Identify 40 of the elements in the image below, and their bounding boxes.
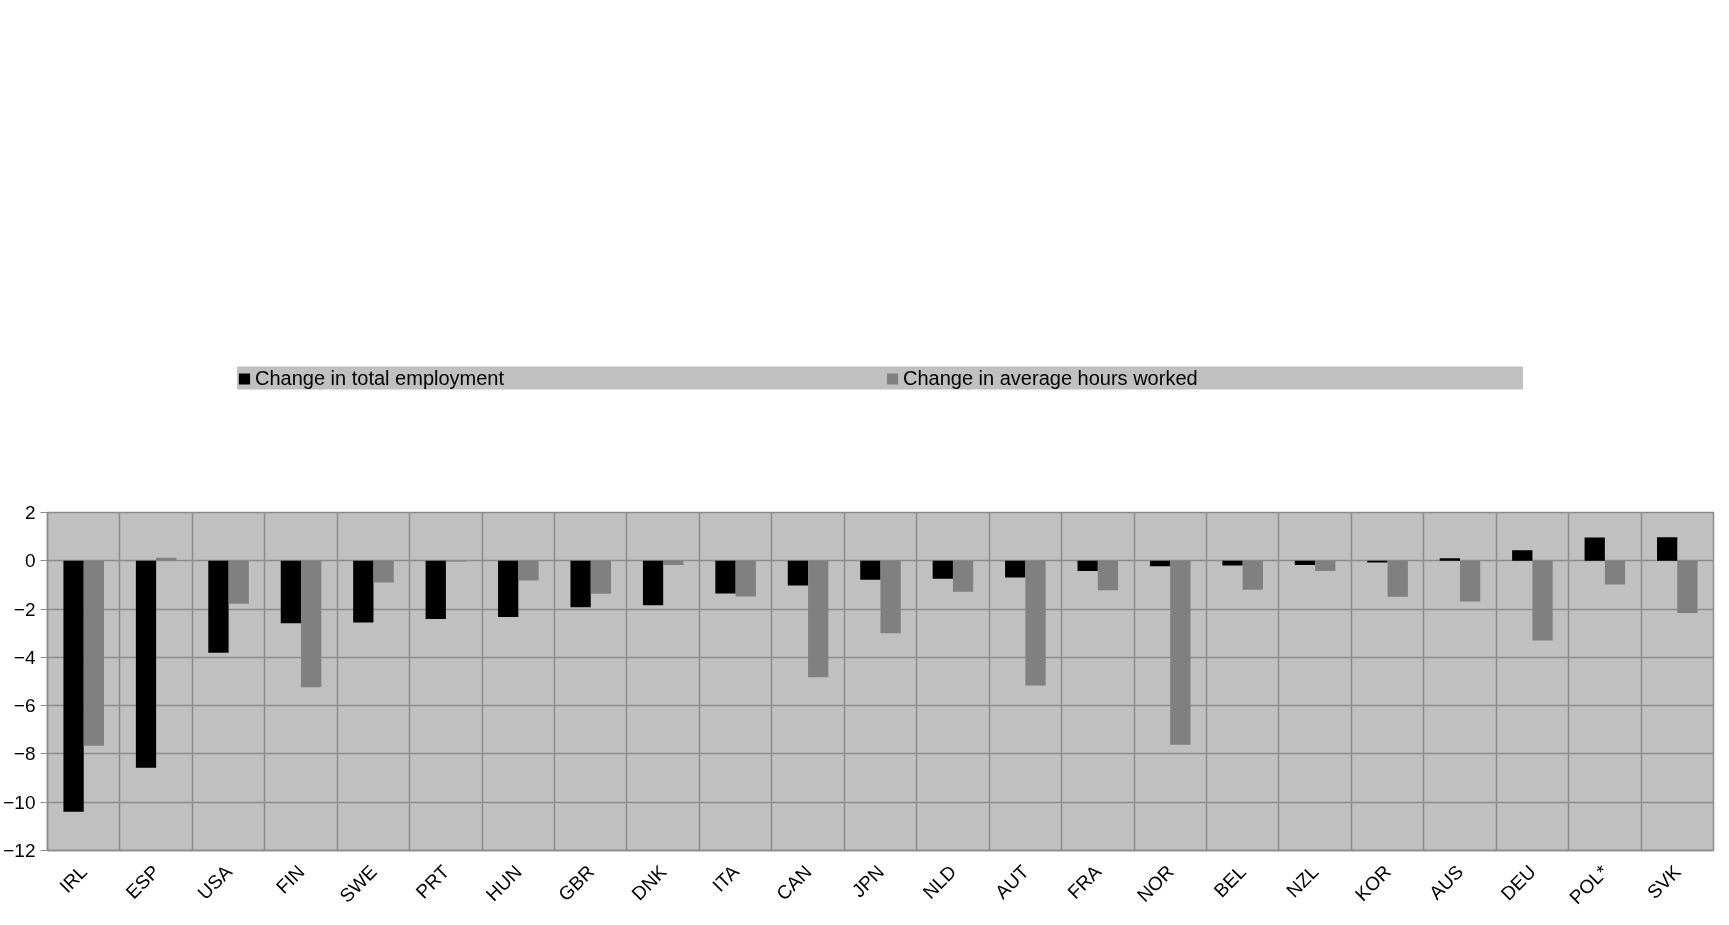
bar [208,560,229,653]
legend-label: Change in total employment [255,366,506,390]
y-tick-label: −12 [3,840,36,861]
bar [1077,560,1098,571]
x-tick-label: FIN [271,861,309,898]
x-tick-label: USA [193,860,237,904]
bar [860,560,881,580]
bar [642,560,664,606]
bar [1294,560,1316,565]
y-tick-label: −4 [13,646,36,668]
bar [715,560,736,594]
x-tick-label: BEL [1209,861,1251,902]
y-tick-label: −2 [13,598,36,620]
y-tick-label: −10 [3,791,36,813]
bar [280,560,302,624]
bar [1584,537,1605,561]
bar [787,560,809,586]
y-tick-label: −8 [13,743,36,765]
bar [1512,550,1533,561]
x-tick-label: FRA [1063,860,1106,903]
y-tick-label: 0 [24,550,36,572]
x-tick-label: NZL [1282,861,1323,902]
y-tick-label: 2 [24,502,36,523]
bar [63,560,84,812]
bar [135,560,157,768]
bar [932,560,953,579]
bar [498,560,519,618]
bar [570,560,591,608]
x-tick-label: JPN [847,861,888,902]
bar [1657,537,1678,561]
y-tick-label: −6 [13,695,36,717]
legend-label: Change in average hours worked [903,366,1199,390]
bar [1005,560,1026,578]
bar [1222,560,1243,566]
bar [1439,558,1460,561]
x-tick-label: IRL [55,861,92,897]
x-tick-label: NLD [918,861,961,903]
x-tick-label: ITA [708,860,744,896]
bar [353,560,374,623]
bar [425,560,446,619]
